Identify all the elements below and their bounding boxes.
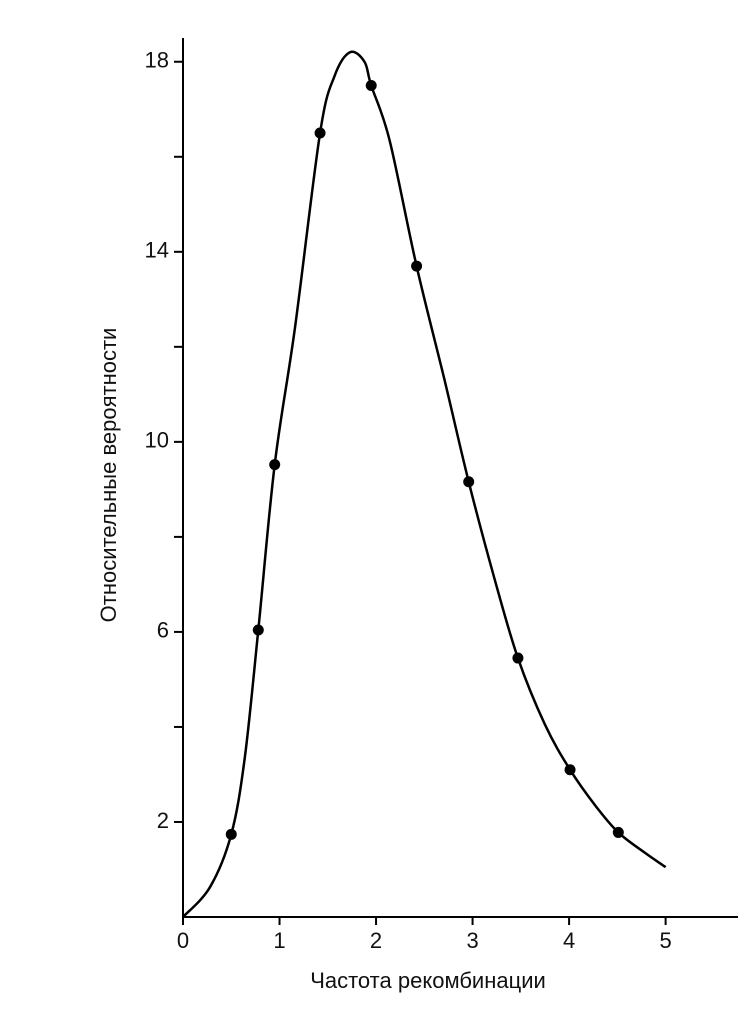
fit-curve xyxy=(182,50,667,918)
data-point xyxy=(463,476,475,488)
x-tick-label: 5 xyxy=(659,928,671,953)
x-tick-label: 0 xyxy=(177,928,189,953)
data-point xyxy=(314,127,326,139)
x-tick-label: 1 xyxy=(273,928,285,953)
y-tick-label: 6 xyxy=(157,618,169,643)
y-tick-label: 18 xyxy=(145,48,169,73)
y-axis-title: Относительные вероятности xyxy=(96,328,121,623)
y-tick-label: 10 xyxy=(145,428,169,453)
y-tick-label: 14 xyxy=(145,238,169,263)
data-point xyxy=(564,764,576,776)
data-point xyxy=(225,828,237,840)
data-point xyxy=(252,624,264,636)
data-point xyxy=(269,459,281,471)
x-axis-title: Частота рекомбинации xyxy=(310,968,546,993)
x-tick-label: 3 xyxy=(466,928,478,953)
data-point xyxy=(411,260,423,272)
data-point xyxy=(512,652,524,664)
x-tick-label: 4 xyxy=(563,928,575,953)
data-point xyxy=(612,826,624,838)
y-tick-label: 2 xyxy=(157,808,169,833)
x-tick-label: 2 xyxy=(370,928,382,953)
data-point xyxy=(365,80,377,92)
